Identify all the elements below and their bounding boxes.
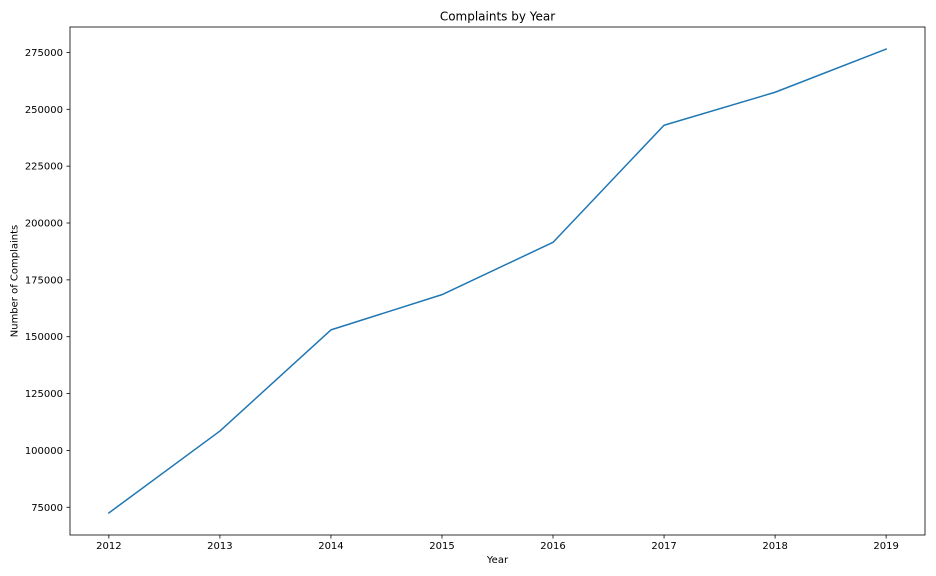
y-tick-label: 75000 bbox=[31, 503, 63, 514]
y-tick-label: 150000 bbox=[25, 332, 63, 343]
y-axis: 75000 100000 125000 150000 175000 200000 22500… bbox=[25, 48, 70, 514]
series-line bbox=[107, 48, 888, 514]
x-tick-label: 2013 bbox=[207, 541, 232, 552]
y-tick-label: 225000 bbox=[25, 162, 63, 173]
x-tick-label: 2018 bbox=[762, 541, 787, 552]
y-tick-label: 100000 bbox=[25, 446, 63, 457]
x-tick-label: 2014 bbox=[318, 541, 343, 552]
plot-area bbox=[69, 26, 926, 536]
x-tick-label: 2017 bbox=[651, 541, 676, 552]
x-tick-label: 2015 bbox=[429, 541, 454, 552]
y-tick-label: 125000 bbox=[25, 389, 63, 400]
y-tick-label: 200000 bbox=[25, 219, 63, 230]
x-axis-label: Year bbox=[486, 555, 509, 566]
x-axis: 2012 2013 2014 2015 2016 2017 2018 2019 bbox=[96, 535, 899, 552]
y-tick-label: 175000 bbox=[25, 275, 63, 286]
series-group bbox=[107, 48, 888, 514]
y-tick-label: 250000 bbox=[25, 105, 63, 116]
y-axis-label: Number of Complaints bbox=[10, 225, 21, 338]
x-tick-label: 2012 bbox=[96, 541, 121, 552]
x-tick-label: 2019 bbox=[873, 541, 898, 552]
chart-title: Complaints by Year bbox=[440, 10, 555, 24]
x-tick-label: 2016 bbox=[540, 541, 565, 552]
y-tick-label: 275000 bbox=[25, 48, 63, 59]
